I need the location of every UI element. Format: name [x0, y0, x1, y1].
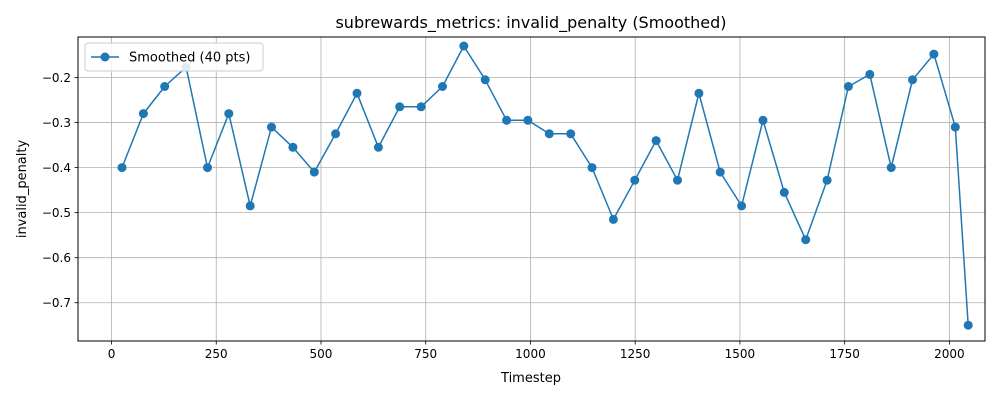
y-tick-label: −0.2 — [42, 71, 71, 85]
data-point — [203, 163, 212, 173]
data-point — [608, 214, 618, 224]
x-tick-label: 1250 — [620, 347, 651, 361]
data-point — [544, 129, 554, 139]
x-ticks: 0 250 500 750 1000 1250 1500 1750 2000 — [108, 341, 965, 361]
data-point — [737, 201, 747, 211]
data-point — [566, 129, 576, 139]
y-tick-label: −0.7 — [42, 296, 71, 310]
data-point — [480, 75, 490, 85]
x-tick-label: 1750 — [829, 347, 860, 361]
x-tick-label: 250 — [205, 347, 228, 361]
data-point — [651, 136, 661, 146]
data-point — [886, 163, 896, 173]
data-point — [963, 320, 973, 330]
data-point — [352, 88, 362, 98]
x-tick-label: 1500 — [725, 347, 756, 361]
data-point — [138, 109, 148, 119]
data-point — [694, 88, 704, 98]
series-line — [121, 45, 969, 326]
data-point — [373, 142, 383, 152]
data-point — [779, 187, 789, 197]
y-axis-label: invalid_penalty — [15, 140, 30, 239]
chart-title: subrewards_metrics: invalid_penalty (Smo… — [335, 13, 726, 33]
legend-label: Smoothed (40 pts) — [129, 51, 250, 66]
data-point — [822, 175, 832, 185]
x-axis-label: Timestep — [500, 371, 561, 386]
data-point — [673, 175, 682, 185]
y-tick-label: −0.5 — [42, 206, 71, 220]
data-point — [224, 109, 234, 119]
data-point — [331, 129, 341, 139]
legend-box — [84, 42, 264, 72]
x-tick-label: 2000 — [934, 347, 965, 361]
x-tick-label: 0 — [108, 347, 116, 361]
data-point — [288, 142, 298, 152]
series-group — [117, 41, 973, 330]
x-tick-label: 500 — [310, 347, 333, 361]
data-point — [459, 41, 469, 51]
data-point — [502, 115, 512, 125]
x-tick-label: 750 — [414, 347, 437, 361]
data-point — [160, 82, 170, 91]
plot-frame — [77, 36, 986, 342]
data-point — [843, 82, 853, 91]
data-point — [801, 235, 811, 245]
data-point — [929, 49, 939, 59]
data-point — [117, 163, 127, 173]
data-point — [523, 115, 533, 125]
data-point — [416, 102, 426, 112]
data-point — [758, 115, 768, 125]
data-point — [950, 122, 960, 132]
y-tick-label: −0.3 — [42, 116, 71, 130]
data-point — [309, 167, 319, 177]
data-point — [865, 69, 875, 79]
data-point — [245, 201, 255, 211]
data-point — [908, 75, 917, 85]
data-point — [630, 175, 640, 185]
y-ticks: −0.7 −0.6 −0.5 −0.4 −0.3 −0.2 — [42, 71, 78, 310]
y-tick-label: −0.4 — [42, 161, 71, 175]
legend-marker-swatch — [100, 52, 110, 62]
data-point — [267, 122, 276, 132]
data-point — [438, 82, 447, 91]
data-point — [587, 163, 597, 173]
data-point — [715, 167, 725, 177]
x-tick-label: 1000 — [515, 347, 546, 361]
data-point — [395, 102, 405, 112]
y-tick-label: −0.6 — [42, 251, 71, 265]
legend: Smoothed (40 pts) — [84, 42, 264, 72]
